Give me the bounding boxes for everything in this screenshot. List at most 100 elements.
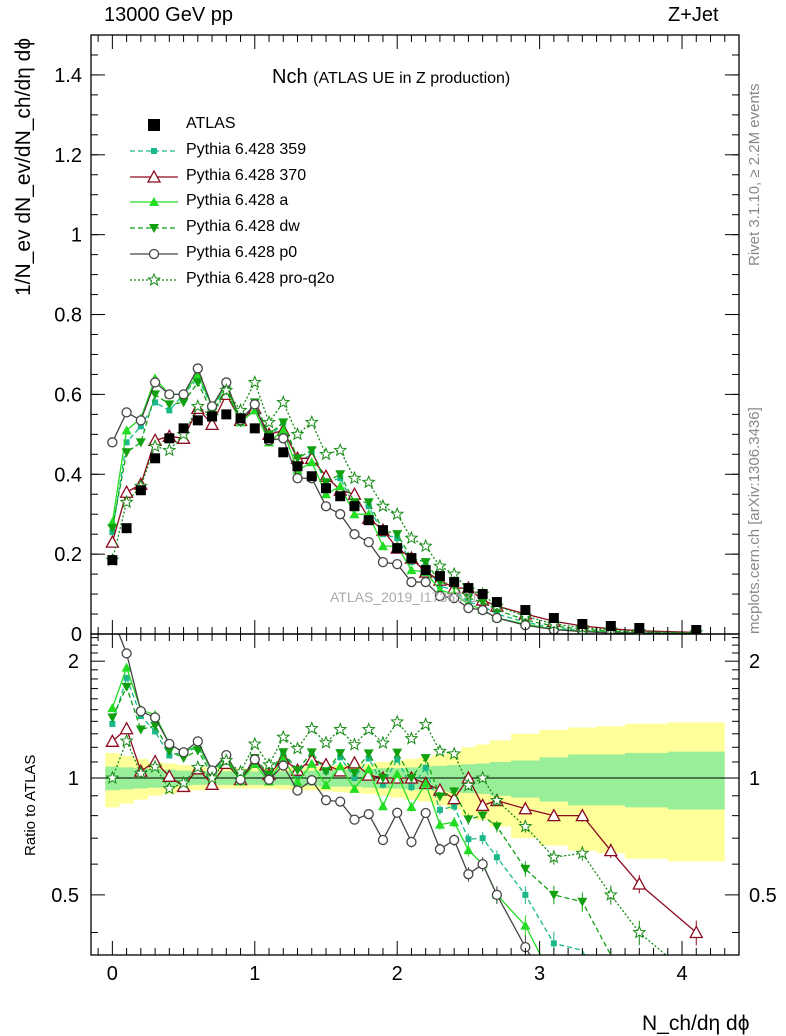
- series-point-ratio: [304, 721, 319, 735]
- energy-label: 13000 GeV pp: [104, 4, 233, 26]
- series-point-ratio: [390, 714, 405, 728]
- series-point-ratio: [119, 721, 134, 735]
- series-point-top: [418, 538, 433, 553]
- series-point-top: [335, 481, 346, 491]
- series-point-ratio: [461, 778, 476, 792]
- series-point-ratio: [447, 746, 462, 760]
- atlas-data-point: [235, 413, 246, 424]
- x-tick-label: 4: [676, 963, 687, 985]
- series-point-top: [166, 407, 173, 414]
- legend-marker: [146, 169, 162, 183]
- series-point-ratio: [335, 761, 346, 771]
- series-point-ratio: [575, 808, 590, 822]
- series-point-ratio: [123, 674, 130, 681]
- series-point-top: [278, 433, 289, 444]
- series-line-ratio: [111, 720, 667, 955]
- series-point-ratio: [150, 721, 161, 731]
- atlas-data-point: [363, 515, 374, 526]
- series-point-top: [420, 558, 431, 568]
- series-point-top: [149, 377, 161, 388]
- series-point-ratio: [335, 749, 346, 759]
- atlas-data-point: [548, 613, 559, 624]
- atlas-data-point: [121, 523, 132, 534]
- series-point-ratio: [392, 807, 403, 818]
- series-point-ratio: [278, 753, 289, 763]
- series-point-top: [192, 378, 203, 388]
- series-point-top: [449, 592, 460, 604]
- series-point-ratio: [422, 764, 429, 771]
- atlas-data-point: [107, 555, 118, 566]
- series-point-top: [164, 400, 175, 410]
- series-point-top: [247, 375, 262, 389]
- series-point-top: [477, 598, 488, 608]
- series-point-top: [491, 612, 503, 624]
- series-point-top: [178, 389, 189, 400]
- atlas-data-point: [434, 571, 445, 582]
- atlas-data-point: [491, 597, 502, 608]
- series-point-ratio: [290, 741, 305, 755]
- atlas-data-point: [520, 605, 531, 616]
- series-point-top: [477, 604, 488, 616]
- atlas-data-point: [320, 483, 331, 494]
- series-point-top: [349, 529, 360, 540]
- series-point-top: [406, 565, 417, 575]
- series-point-top: [107, 437, 118, 448]
- y-tick-label-top: 0.4: [54, 464, 82, 486]
- plot-title: Nch (ATLAS UE in Z production): [272, 66, 510, 89]
- y-tick-label-top: 0.8: [54, 305, 82, 327]
- atlas-data-point: [377, 525, 388, 536]
- series-point-ratio: [133, 766, 148, 780]
- atlas-data-point: [221, 409, 232, 420]
- y-tick-label-bottom-right: 0.5: [749, 885, 777, 907]
- series-point-top: [377, 556, 389, 568]
- series-point-ratio: [493, 854, 500, 861]
- atlas-data-point: [406, 553, 417, 564]
- series-point-ratio: [178, 747, 189, 758]
- atlas-data-point: [192, 415, 203, 426]
- series-point-ratio: [292, 766, 303, 776]
- legend-label: Pythia 6.428 pro-q2o: [186, 270, 335, 287]
- series-point-top: [190, 399, 205, 413]
- series-point-top: [392, 530, 403, 540]
- series-point-ratio: [379, 781, 386, 788]
- series-point-ratio: [162, 781, 177, 795]
- series-point-ratio: [522, 891, 529, 898]
- series-line-top: [111, 381, 697, 634]
- series-point-ratio: [347, 755, 362, 769]
- y-tick-label-top: 1.2: [54, 145, 82, 167]
- y-tick-label-top: 1: [71, 225, 82, 247]
- series-point-ratio: [204, 776, 220, 790]
- series-point-ratio: [176, 775, 191, 789]
- process-label: Z+Jet: [668, 4, 719, 26]
- atlas-data-point: [264, 433, 275, 444]
- series-point-ratio: [449, 787, 460, 797]
- series-point-ratio: [320, 795, 332, 806]
- atlas-data-point: [164, 433, 175, 444]
- series-point-ratio: [406, 836, 417, 848]
- series-point-ratio: [306, 775, 317, 786]
- atlas-data-point: [249, 423, 260, 434]
- series-point-ratio: [262, 757, 277, 771]
- legend-marker: [148, 248, 160, 260]
- series-point-ratio: [463, 815, 474, 825]
- series-point-top: [335, 509, 346, 520]
- series-point-top: [121, 448, 132, 458]
- series-point-ratio: [418, 716, 433, 731]
- series-point-ratio: [320, 780, 331, 790]
- series-point-ratio: [333, 722, 348, 736]
- series-point-ratio: [363, 809, 374, 820]
- series-point-ratio: [349, 783, 360, 793]
- series-point-ratio: [392, 748, 403, 758]
- series-point-ratio: [233, 764, 248, 778]
- legend-marker: [148, 119, 160, 131]
- x-axis-label: N_ch/dη dϕ: [642, 1012, 750, 1035]
- series-point-ratio: [518, 819, 533, 833]
- series-point-ratio: [434, 844, 446, 855]
- series-point-ratio: [306, 748, 317, 758]
- series-point-top: [434, 590, 446, 602]
- series-point-top: [152, 399, 159, 406]
- series-point-ratio: [518, 801, 533, 815]
- series-point-top: [447, 566, 462, 581]
- series-point-ratio: [205, 770, 220, 784]
- series-point-top: [278, 425, 289, 435]
